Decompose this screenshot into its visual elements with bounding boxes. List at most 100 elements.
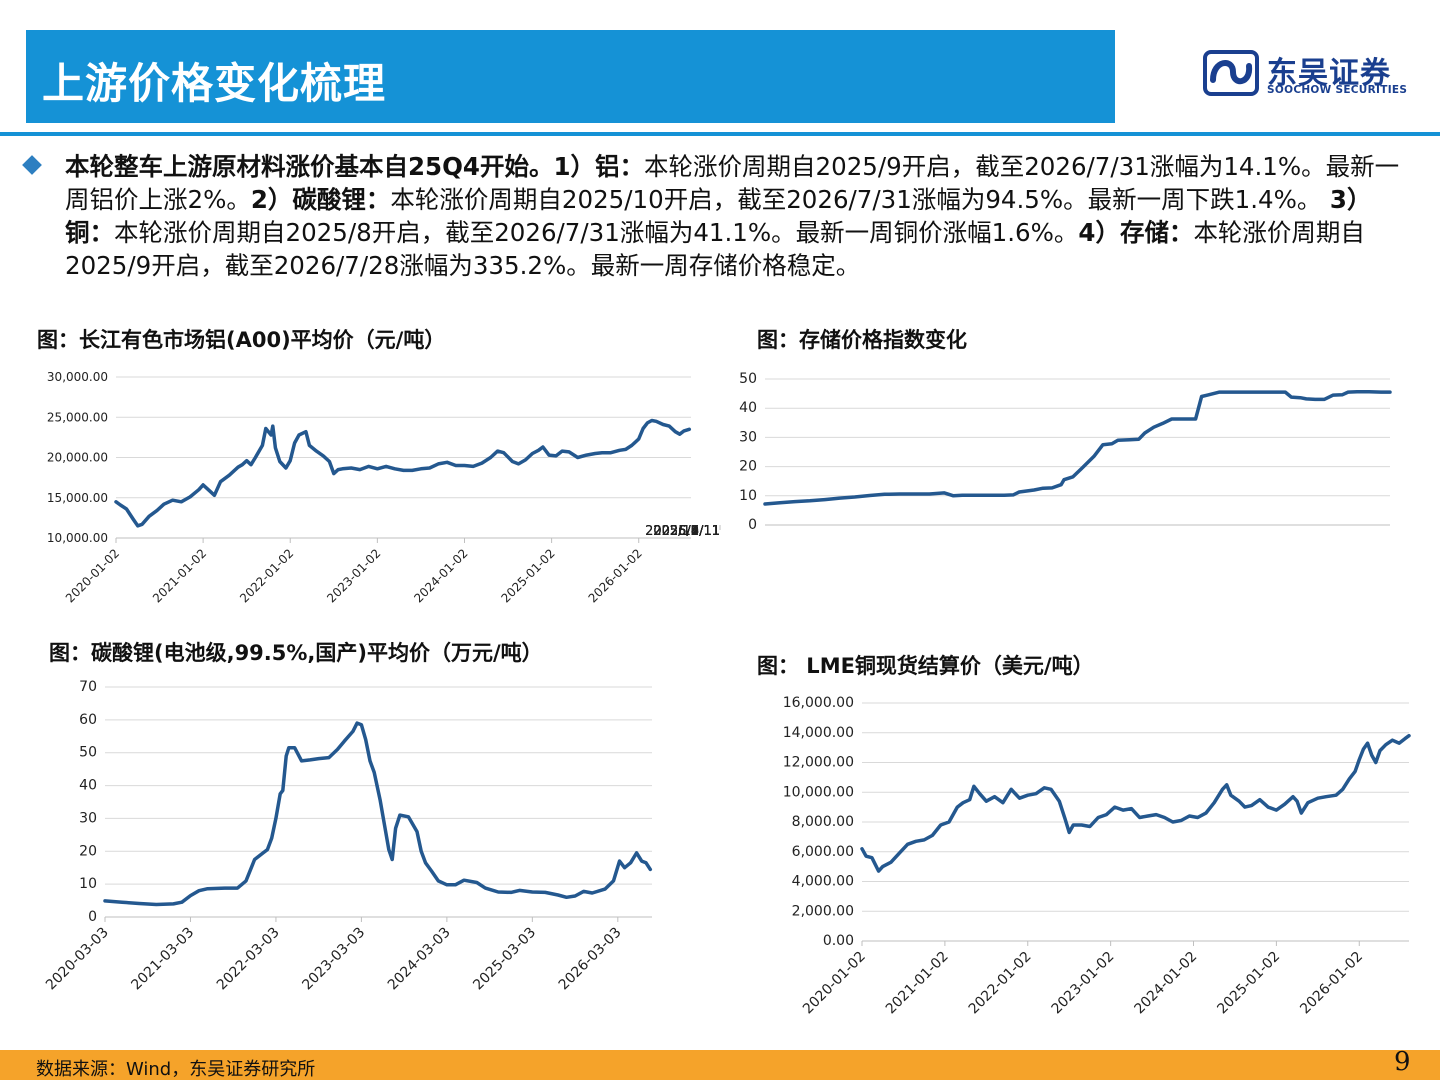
copper-chart-title: 图： LME铜现货结算价（美元/吨） <box>757 654 1094 678</box>
x-tick-label: 2024-03-03 <box>385 925 454 994</box>
y-tick-label: 50 <box>739 371 757 387</box>
x-tick-label: 2023-01-02 <box>324 546 383 605</box>
x-tick-label: 2026-01-02 <box>1297 949 1366 1018</box>
y-tick-label: 20 <box>79 843 97 859</box>
x-tick-label: 2025/11/11 <box>645 524 720 539</box>
y-tick-label: 20,000.00 <box>47 451 108 465</box>
soochow-logo-icon <box>1203 50 1259 96</box>
x-tick-label: 2025/4/11 <box>653 524 720 539</box>
y-tick-label: 10 <box>79 876 97 892</box>
y-tick-label: 70 <box>79 679 97 695</box>
x-tick-label: 2025/2/11 <box>653 524 720 539</box>
series-line <box>763 390 1392 506</box>
y-tick-label: 10 <box>739 488 757 504</box>
x-tick-label: 2025-01-02 <box>499 546 558 605</box>
lithium-price-chart: 0 10 20 30 40 50 60 70 2020-03-03 2021-03-03 2022-… <box>43 679 653 994</box>
title-bar: 上游价格变化梳理 <box>26 30 1115 123</box>
x-tick-label: 2026/7/11 <box>653 524 720 539</box>
x-tick-label: 2021-03-03 <box>128 925 197 994</box>
lithium-label: 2）碳酸锂： <box>250 185 391 214</box>
x-tick-label: 2020-03-03 <box>43 925 112 994</box>
y-tick-label: 16,000.00 <box>783 695 854 711</box>
y-tick-label: 0.00 <box>823 933 854 949</box>
y-tick-label: 40 <box>79 778 97 794</box>
y-tick-label: 30 <box>79 810 97 826</box>
storage-label: 4）存储： <box>1078 218 1194 247</box>
x-tick-label: 2026-01-02 <box>586 546 645 605</box>
header-divider <box>0 132 1440 136</box>
x-tick-label: 2021-01-02 <box>883 949 952 1018</box>
lithium-chart-title: 图：碳酸锂(电池级,99.5%,国产)平均价（万元/吨） <box>49 641 543 665</box>
y-tick-label: 15,000.00 <box>47 491 108 505</box>
data-source: 数据来源：Wind，东吴证券研究所 <box>36 1059 316 1080</box>
y-tick-label: 0 <box>88 909 97 925</box>
x-tick-label: 2025/8/11 <box>653 524 720 539</box>
x-tick-label: 2026/3/11 <box>653 524 720 539</box>
y-tick-label: 0 <box>748 517 757 533</box>
copper-price-chart: 0.00 2,000.00 4,000.00 6,000.00 8,000.00 10,0… <box>783 695 1411 1018</box>
series-line <box>114 418 692 528</box>
y-tick-label: 12,000.00 <box>783 755 854 771</box>
x-tick-label: 2020-01-02 <box>800 949 869 1018</box>
brand-subtitle: SOOCHOW SECURITIES <box>1267 84 1408 96</box>
x-tick-label: 2026/5/11 <box>653 524 720 539</box>
summary-lead: 本轮整车上游原材料涨价基本自25Q4开始。 <box>65 152 554 181</box>
x-tick-label: 2025/10/11 <box>645 524 720 539</box>
x-tick-label: 2026-03-03 <box>556 925 625 994</box>
x-tick-label: 2024-01-02 <box>411 546 470 605</box>
series-line <box>860 733 1411 873</box>
x-tick-label: 2022-01-02 <box>966 949 1035 1018</box>
aluminum-chart-title: 图：长江有色市场铝(A00)平均价（元/吨） <box>37 328 446 352</box>
page-number: 9 <box>1394 1047 1411 1077</box>
brand-name: 东吴证券 <box>1267 56 1391 91</box>
y-tick-label: 20 <box>739 459 757 475</box>
y-tick-label: 10,000.00 <box>783 784 854 800</box>
x-tick-label: 2023-03-03 <box>299 925 368 994</box>
x-tick-label: 2025/7/11 <box>653 524 720 539</box>
storage-text: 本轮涨价周期自2025/9开启，截至2026/7/28涨幅为335.2%。最新一… <box>65 218 1365 280</box>
x-tick-label: 2023-01-02 <box>1049 949 1118 1018</box>
x-tick-label: 2026/1/11 <box>653 524 720 539</box>
lithium-text: 本轮涨价周期自2025/10开启，截至2026/7/31涨幅为94.5%。最新一… <box>390 185 1322 214</box>
summary-paragraph: 本轮整车上游原材料涨价基本自25Q4开始。1）铝：本轮涨价周期自2025/9开启… <box>65 150 1405 282</box>
page-title: 上游价格变化梳理 <box>42 59 387 108</box>
x-tick-label: 2024-01-02 <box>1131 949 1200 1018</box>
x-tick-label: 2025-01-02 <box>1214 949 1283 1018</box>
storage-index-chart: 0 10 20 30 40 50 2025/2/112025/3/112025/4/1120… <box>645 371 1392 539</box>
y-tick-label: 25,000.00 <box>47 410 108 424</box>
y-tick-label: 4,000.00 <box>792 874 854 890</box>
x-tick-label: 2026/6/11 <box>653 524 720 539</box>
x-tick-label: 2025/9/11 <box>653 524 720 539</box>
x-tick-label: 2020-01-02 <box>63 546 122 605</box>
copper-label: 3）铜： <box>65 185 1372 247</box>
y-tick-label: 30 <box>739 429 757 445</box>
x-tick-label: 2025/5/11 <box>653 524 720 539</box>
brand-logo: 东吴证券 SOOCHOW SECURITIES <box>1203 50 1423 100</box>
x-tick-label: 2025/12/11 <box>645 524 720 539</box>
footer-bar: 数据来源：Wind，东吴证券研究所 9 <box>0 1047 1440 1080</box>
y-tick-label: 8,000.00 <box>792 814 854 830</box>
x-tick-label: 2026/2/11 <box>653 524 720 539</box>
y-tick-label: 50 <box>79 745 97 761</box>
x-tick-label: 2022-01-02 <box>237 546 296 605</box>
x-tick-label: 2022-03-03 <box>214 925 283 994</box>
y-tick-label: 6,000.00 <box>792 844 854 860</box>
aluminum-price-chart: 10,000.00 15,000.00 20,000.00 25,000.00 30,0… <box>47 370 692 605</box>
y-tick-label: 60 <box>79 712 97 728</box>
y-tick-label: 10,000.00 <box>47 531 108 545</box>
x-tick-label: 2026/4/11 <box>653 524 720 539</box>
y-tick-label: 40 <box>739 400 757 416</box>
x-tick-label: 2025-03-03 <box>470 925 539 994</box>
x-tick-label: 2025/6/11 <box>653 524 720 539</box>
y-tick-label: 14,000.00 <box>783 725 854 741</box>
aluminum-text: 本轮涨价周期自2025/9开启，截至2026/7/31涨幅为14.1%。最新一周… <box>65 152 1400 214</box>
copper-text: 本轮涨价周期自2025/8开启，截至2026/7/31涨幅为41.1%。最新一周… <box>114 218 1079 247</box>
storage-chart-title: 图：存储价格指数变化 <box>757 328 967 352</box>
aluminum-label: 1）铝： <box>553 152 645 181</box>
series-line <box>103 721 653 907</box>
x-tick-label: 2021-01-02 <box>150 546 209 605</box>
y-tick-label: 2,000.00 <box>792 903 854 919</box>
diamond-bullet-icon <box>22 155 42 175</box>
y-tick-label: 30,000.00 <box>47 370 108 384</box>
x-tick-label: 2025/3/11 <box>653 524 720 539</box>
